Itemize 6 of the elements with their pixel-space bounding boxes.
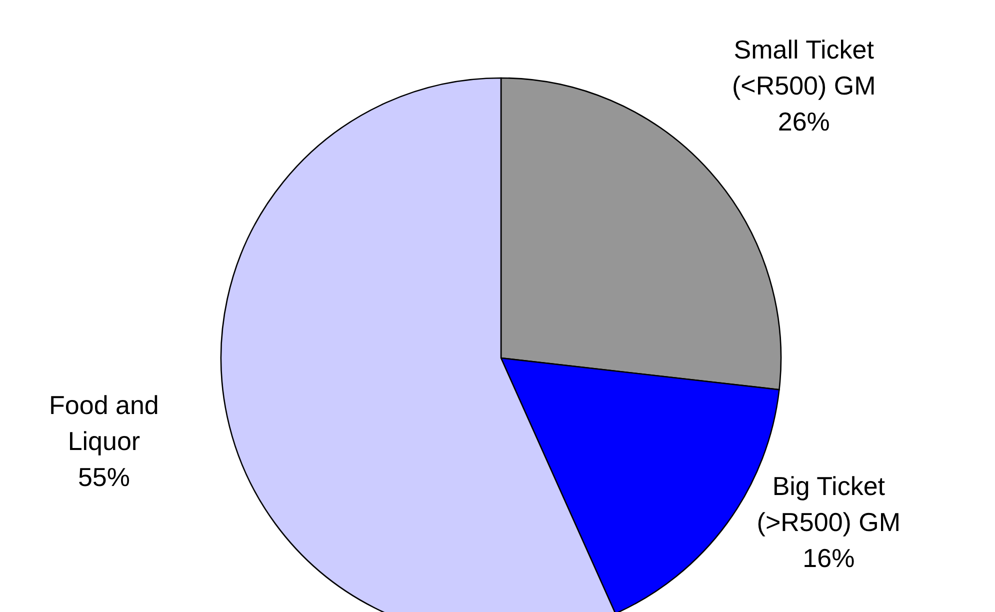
- data-label: 16%: [802, 542, 855, 573]
- slice-label: Small Ticket (<R500) GM: [732, 34, 876, 101]
- slice-label: Big Ticket (>R500) GM: [756, 470, 901, 537]
- data-label: 55%: [78, 462, 130, 492]
- slice-label: Food and Liquor: [49, 390, 159, 456]
- data-label: 26%: [778, 106, 830, 137]
